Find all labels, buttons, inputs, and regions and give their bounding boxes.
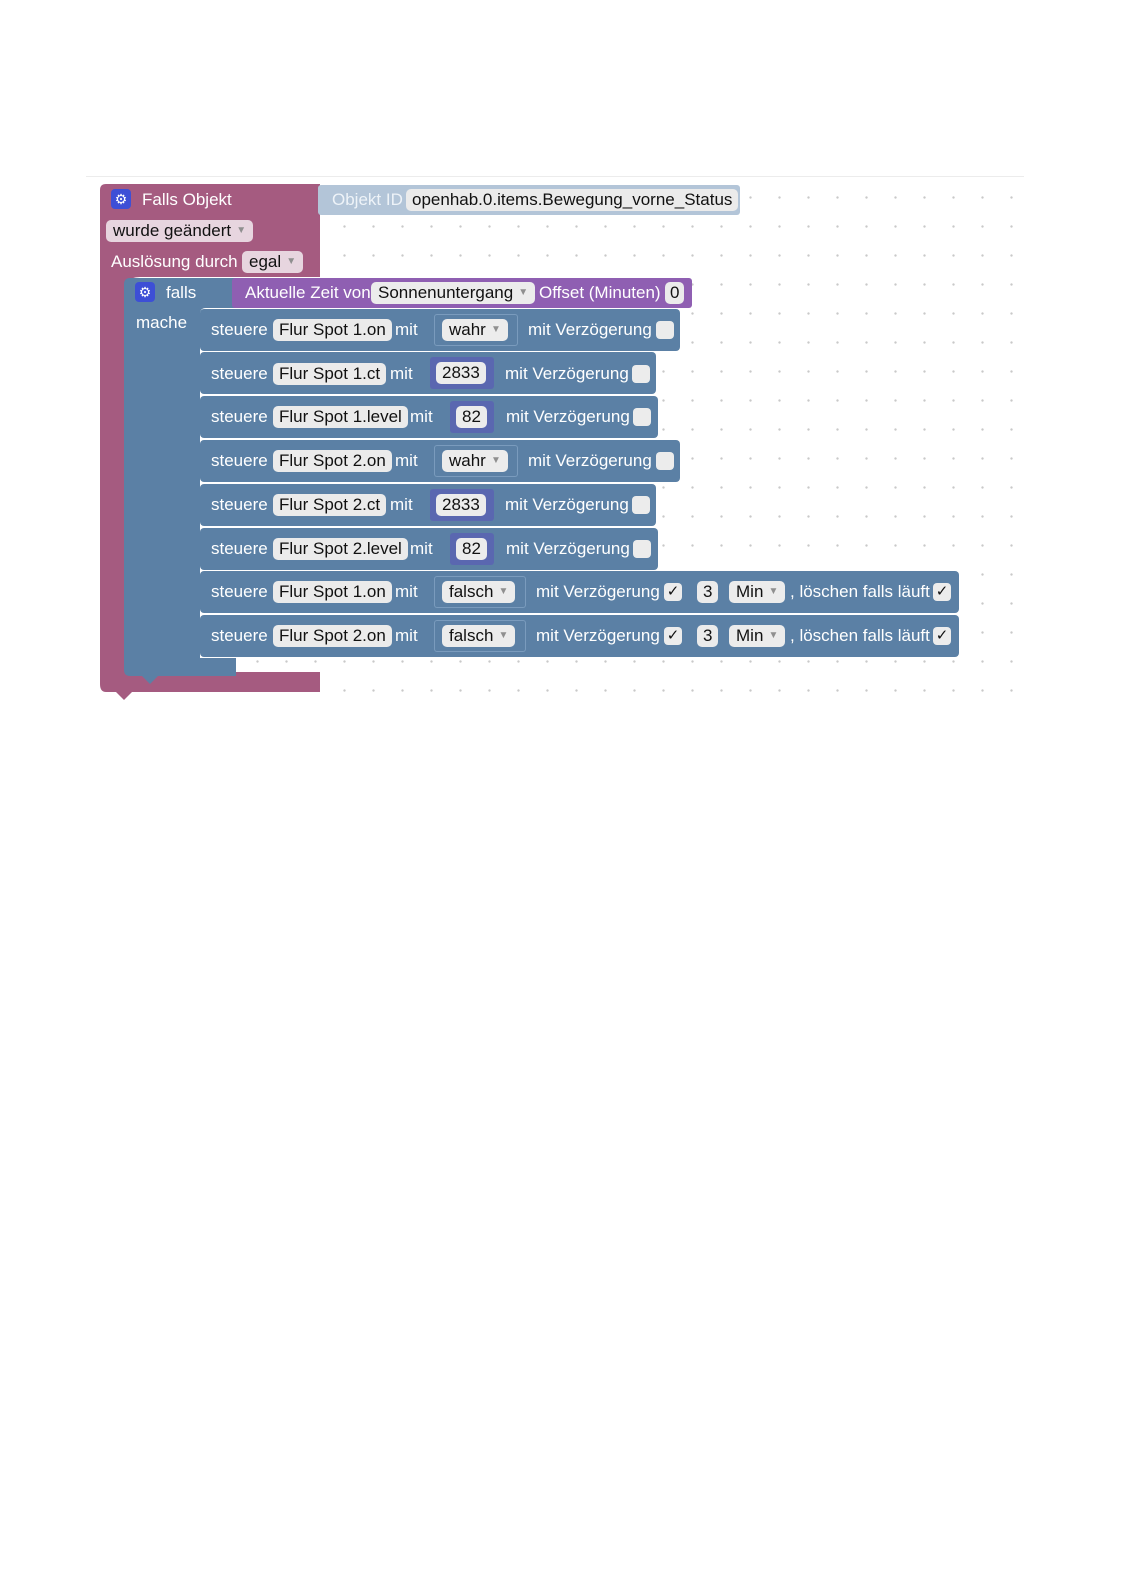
with-label: mit	[395, 582, 418, 601]
change-mode-dropdown[interactable]: wurde geändert ▼	[106, 220, 254, 242]
delay-checkbox[interactable]	[656, 452, 674, 470]
with-label: mit	[390, 495, 413, 514]
item-id-field[interactable]: Flur Spot 1.level	[273, 406, 408, 428]
clear-if-running-label: , löschen falls läuft	[790, 626, 930, 645]
chevron-down-icon: ▼	[498, 630, 509, 641]
with-label: mit	[390, 364, 413, 383]
trigger-title: Falls Objekt	[142, 190, 232, 209]
item-id-field[interactable]: Flur Spot 2.on	[273, 450, 392, 472]
do-label: mache	[136, 313, 188, 332]
statement-verb: steuere	[211, 364, 268, 383]
chevron-down-icon: ▼	[490, 324, 501, 335]
with-label: mit	[395, 626, 418, 645]
clear-if-running-label: , löschen falls läuft	[790, 582, 930, 601]
delay-checkbox[interactable]	[633, 540, 651, 558]
object-id-label: Objekt ID	[332, 190, 403, 209]
trigger-by-label: Auslösung durch	[111, 252, 238, 271]
time-label: Aktuelle Zeit von	[245, 283, 371, 302]
delay-label: mit Verzögerung	[505, 364, 629, 383]
statement-verb: steuere	[211, 495, 268, 514]
number-value-block[interactable]: 2833	[430, 357, 494, 389]
offset-field[interactable]: 0	[665, 282, 685, 304]
chevron-down-icon: ▼	[518, 287, 529, 298]
chevron-down-icon: ▼	[498, 586, 509, 597]
number-value-block[interactable]: 2833	[430, 489, 494, 521]
statement-verb: steuere	[211, 539, 268, 558]
item-id-field[interactable]: Flur Spot 2.level	[273, 538, 408, 560]
with-label: mit	[410, 407, 433, 426]
trigger-by-dropdown[interactable]: egal ▼	[242, 251, 304, 273]
delay-label: mit Verzögerung	[506, 407, 630, 426]
offset-label: Offset (Minuten)	[539, 283, 661, 302]
item-id-field[interactable]: Flur Spot 1.ct	[273, 363, 387, 385]
delay-unit-dropdown[interactable]: Min ▼	[729, 581, 786, 603]
chevron-down-icon: ▼	[236, 225, 247, 236]
number-value-block[interactable]: 82	[450, 401, 494, 433]
with-label: mit	[410, 539, 433, 558]
clear-if-running-checkbox[interactable]: ✓	[933, 627, 951, 645]
delay-label: mit Verzögerung	[505, 495, 629, 514]
number-field[interactable]: 82	[456, 538, 487, 560]
boolean-dropdown[interactable]: wahr ▼	[442, 450, 508, 472]
boolean-dropdown[interactable]: wahr ▼	[442, 319, 508, 341]
chevron-down-icon: ▼	[768, 630, 779, 641]
statement-verb: steuere	[211, 582, 268, 601]
chevron-down-icon: ▼	[768, 586, 779, 597]
item-id-field[interactable]: Flur Spot 2.on	[273, 625, 392, 647]
chevron-down-icon: ▼	[490, 455, 501, 466]
delay-checkbox[interactable]	[632, 365, 650, 383]
if-block-shape	[124, 278, 236, 676]
number-field[interactable]: 2833	[436, 494, 486, 516]
statement-verb: steuere	[211, 451, 268, 470]
time-dropdown[interactable]: Sonnenuntergang ▼	[371, 282, 536, 304]
with-label: mit	[395, 451, 418, 470]
if-block[interactable]	[124, 278, 236, 676]
number-field[interactable]: 2833	[436, 362, 486, 384]
delay-label: mit Verzögerung	[528, 451, 652, 470]
chevron-down-icon: ▼	[286, 256, 297, 267]
delay-checkbox[interactable]: ✓	[664, 627, 682, 645]
delay-checkbox[interactable]	[632, 496, 650, 514]
delay-label: mit Verzögerung	[528, 320, 652, 339]
statement-verb: steuere	[211, 320, 268, 339]
item-id-field[interactable]: Flur Spot 2.ct	[273, 494, 387, 516]
block-connector-notch	[116, 692, 132, 700]
delay-checkbox[interactable]: ✓	[664, 583, 682, 601]
delay-checkbox[interactable]	[656, 321, 674, 339]
with-label: mit	[395, 320, 418, 339]
statement-verb: steuere	[211, 626, 268, 645]
statement-verb: steuere	[211, 407, 268, 426]
trigger-gear-icon[interactable]: ⚙	[111, 189, 131, 209]
clear-if-running-checkbox[interactable]: ✓	[933, 583, 951, 601]
number-field[interactable]: 82	[456, 406, 487, 428]
delay-value-field[interactable]: 3	[697, 581, 719, 603]
if-label: falls	[166, 283, 197, 302]
number-value-block[interactable]: 82	[450, 533, 494, 565]
delay-unit-dropdown[interactable]: Min ▼	[729, 625, 786, 647]
item-id-field[interactable]: Flur Spot 1.on	[273, 319, 392, 341]
object-id-field[interactable]: openhab.0.items.Bewegung_vorne_Status	[406, 189, 739, 211]
delay-value-field[interactable]: 3	[697, 625, 719, 647]
if-gear-icon[interactable]: ⚙	[135, 282, 155, 302]
item-id-field[interactable]: Flur Spot 1.on	[273, 581, 392, 603]
block-connector-notch	[142, 676, 158, 684]
delay-label: mit Verzögerung	[536, 626, 660, 645]
delay-label: mit Verzögerung	[536, 582, 660, 601]
boolean-dropdown[interactable]: falsch ▼	[442, 625, 516, 647]
delay-checkbox[interactable]	[633, 408, 651, 426]
delay-label: mit Verzögerung	[506, 539, 630, 558]
boolean-dropdown[interactable]: falsch ▼	[442, 581, 516, 603]
